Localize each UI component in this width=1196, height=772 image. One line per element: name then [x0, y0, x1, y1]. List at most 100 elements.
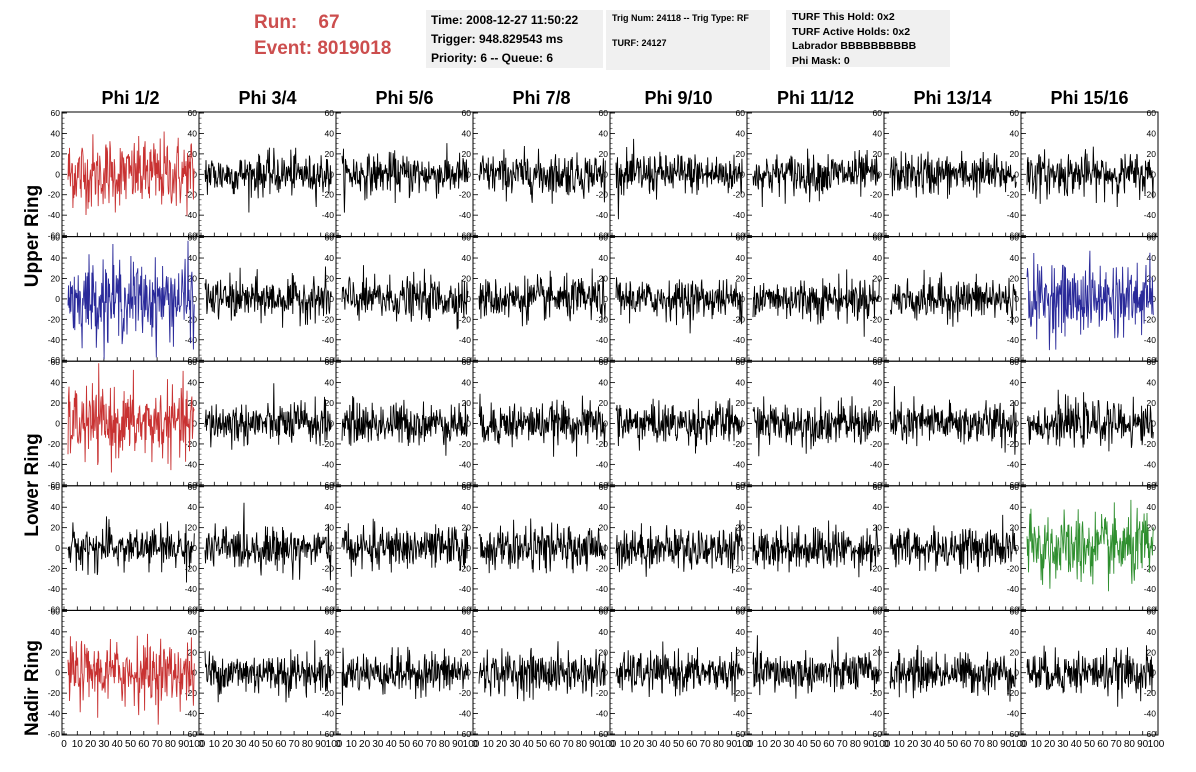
x-tick-label: 70: [289, 739, 301, 750]
waveform-trace: [752, 396, 880, 457]
y-tick-label-inner: -20: [459, 564, 472, 574]
y-tick-label-inner: -20: [1007, 688, 1020, 698]
waveform-trace: [478, 518, 606, 574]
y-tick-label-inner: -60: [459, 355, 472, 365]
panel-r1-c7: -60 -40 -20 0 20 40 60: [883, 108, 1022, 241]
x-tick-label: 100: [1148, 739, 1165, 750]
y-tick-label-inner: 0: [740, 419, 745, 429]
time-info-box: Time: 2008-12-27 11:50:22 Trigger: 948.8…: [426, 10, 603, 68]
y-tick-label-inner: 60: [462, 108, 472, 118]
y-tick-label-inner: 60: [188, 108, 198, 118]
y-tick-label-inner: -60: [870, 480, 883, 490]
y-tick-label-inner: -60: [1144, 231, 1157, 241]
y-tick-label-inner: 40: [462, 627, 472, 637]
y-tick-label-inner: -60: [733, 604, 746, 614]
y-tick-label-inner: 0: [877, 543, 882, 553]
x-tick-label: 40: [249, 739, 261, 750]
x-tick-label: 10: [620, 739, 632, 750]
x-tick-label: 20: [359, 739, 371, 750]
waveform-trace: [204, 640, 332, 703]
y-tick-label-inner: -60: [596, 355, 609, 365]
y-tick-label-inner: 40: [188, 128, 198, 138]
run-row: Run: 67: [254, 10, 391, 36]
panel-frame: [61, 609, 200, 736]
waveform-trace: [204, 266, 332, 328]
y-tick-label-inner: -20: [733, 439, 746, 449]
x-tick-label: 50: [262, 739, 274, 750]
panel-r4-c4: -60 -40 -20 0 20 40 60: [472, 482, 611, 614]
x-tick-label: 50: [125, 739, 137, 750]
y-tick-label-inner: -40: [1007, 709, 1020, 719]
y-tick-label-inner: 40: [188, 502, 198, 512]
y-tick-label: 20: [51, 647, 61, 657]
waveform-trace: [67, 633, 195, 725]
y-tick-label: 60: [51, 482, 61, 492]
x-tick-label: 80: [987, 739, 999, 750]
y-tick-label-inner: 20: [1010, 647, 1020, 657]
y-tick-label-inner: 0: [1151, 668, 1156, 678]
y-tick-label-inner: -60: [596, 480, 609, 490]
y-tick-label-inner: -40: [733, 210, 746, 220]
y-tick-label-inner: 40: [1147, 253, 1157, 263]
y-tick-label-inner: -20: [322, 564, 335, 574]
y-tick-label-inner: -40: [596, 584, 609, 594]
x-tick-label: 50: [947, 739, 959, 750]
x-tick-label: 40: [797, 739, 809, 750]
panel-r2-c8: -60 -40 -20 0 20 40 60: [1020, 233, 1159, 365]
y-tick-label-inner: -60: [1007, 355, 1020, 365]
y-tick-label-inner: 0: [329, 169, 334, 179]
y-tick-label-inner: 60: [188, 482, 198, 492]
x-tick-label: 80: [713, 739, 725, 750]
y-tick-label-inner: -20: [596, 190, 609, 200]
x-tick-label: 60: [1097, 739, 1109, 750]
y-tick-label: -60: [48, 604, 61, 614]
x-tick-label: 60: [960, 739, 972, 750]
y-tick-label-inner: 60: [1010, 482, 1020, 492]
y-tick-label-inner: 0: [603, 543, 608, 553]
y-tick-label-inner: 0: [466, 419, 471, 429]
y-tick-label-inner: -40: [1144, 459, 1157, 469]
panel-r3-c8: -60 -40 -20 0 20 40 60: [1020, 357, 1159, 490]
y-tick-label: 0: [55, 543, 60, 553]
waveform-trace: [615, 641, 743, 702]
y-tick-label-inner: -20: [185, 190, 198, 200]
y-tick-label-inner: -40: [733, 709, 746, 719]
y-tick-label-inner: -40: [322, 335, 335, 345]
y-tick-label-inner: -40: [733, 584, 746, 594]
y-tick-label-inner: 40: [1147, 128, 1157, 138]
y-tick-label-inner: -20: [596, 439, 609, 449]
x-tick-label: 80: [439, 739, 451, 750]
y-tick-label-inner: 0: [192, 294, 197, 304]
y-tick-label-inner: 20: [462, 273, 472, 283]
x-tick-label: 100: [326, 739, 343, 750]
y-tick-label-inner: -60: [322, 480, 335, 490]
waveform-trace: [67, 516, 195, 583]
panel-r3-c2: -60 -40 -20 0 20 40 60: [198, 357, 337, 490]
panel-r1-c3: -60 -40 -20 0 20 40 60: [335, 108, 474, 241]
y-tick-label-inner: 0: [192, 419, 197, 429]
y-tick-label: 0: [55, 668, 60, 678]
panel-r1-c4: -60 -40 -20 0 20 40 60: [472, 108, 611, 241]
x-tick-label: 100: [463, 739, 480, 750]
x-tick-label: 60: [275, 739, 287, 750]
y-tick-label-inner: 40: [188, 627, 198, 637]
x-tick-label: 90: [726, 739, 738, 750]
y-tick-label-inner: 20: [462, 647, 472, 657]
y-tick-label-inner: -60: [733, 231, 746, 241]
phi-mask-text: Phi Mask: 0: [792, 54, 850, 67]
x-tick-label: 0: [335, 739, 341, 750]
x-tick-label: 0: [1020, 739, 1026, 750]
waveform-trace: [752, 635, 880, 699]
y-tick-label-inner: -60: [459, 604, 472, 614]
x-tick-label: 30: [1057, 739, 1069, 750]
y-tick-label-inner: 0: [1151, 419, 1156, 429]
panel-r1-c1: -60 -60 -40 -40 -20 -20 0 0 20 20 40 40 60 60: [48, 108, 200, 241]
y-tick-label-inner: -60: [1144, 729, 1157, 739]
panel-r4-c2: -60 -40 -20 0 20 40 60: [198, 482, 337, 614]
y-tick-label-inner: 20: [1010, 523, 1020, 533]
y-tick-label-inner: 40: [1010, 128, 1020, 138]
